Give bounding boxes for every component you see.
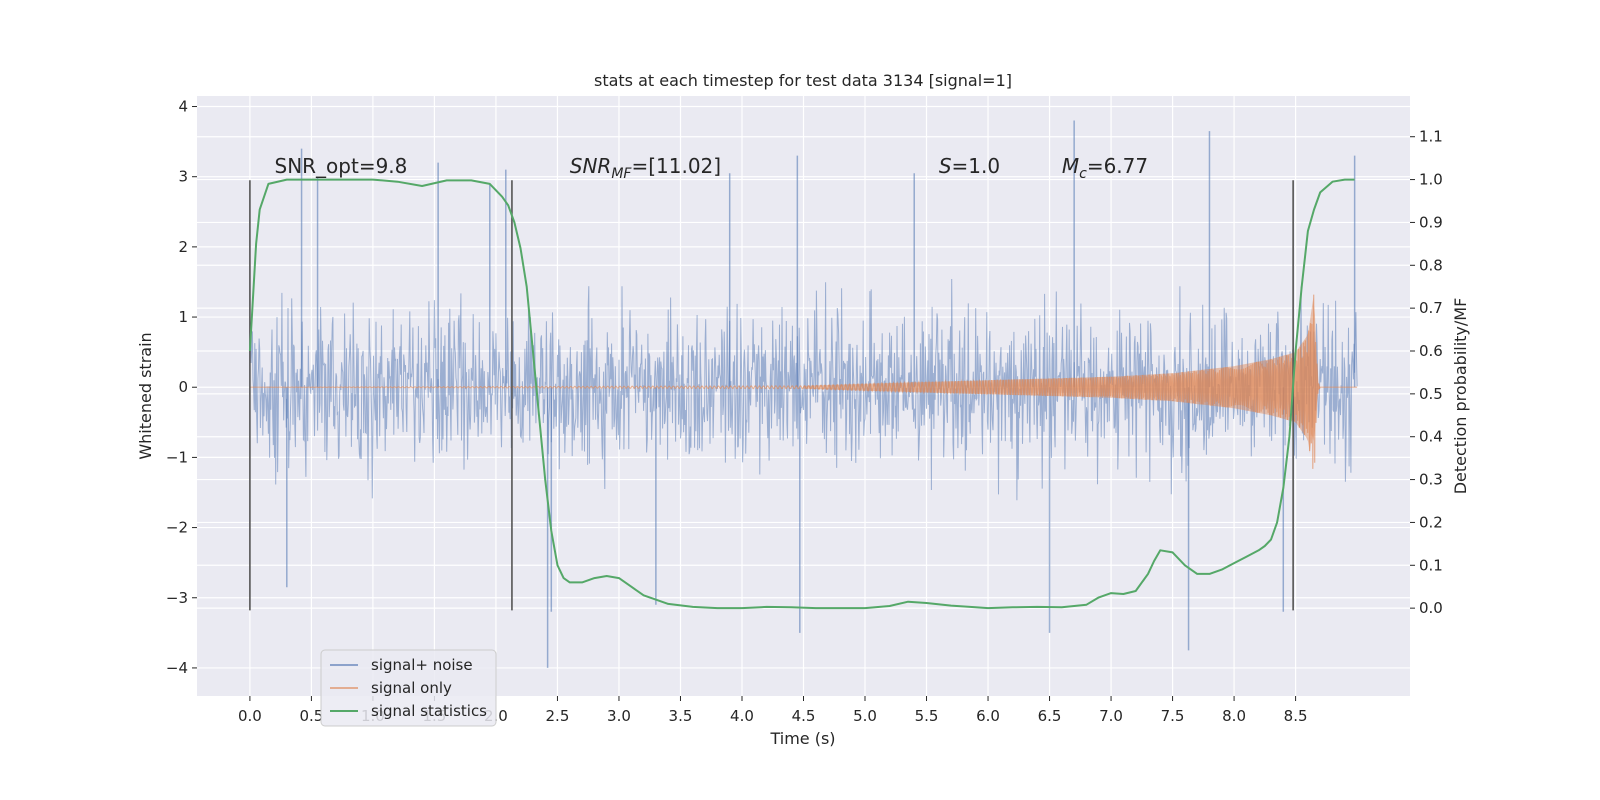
y2-axis-label: Detection probability/MF [1451, 298, 1470, 495]
legend-label-2: signal statistics [371, 702, 487, 720]
y2-tick-label-5: 0.6 [1419, 342, 1443, 360]
signal-only-line [249, 294, 1358, 469]
annotations: SNR_opt=9.8 SNRMF=[11.02] S=1.0 Mc=6.77 [275, 154, 1149, 182]
legend: signal+ noise signal only signal statistic… [320, 649, 497, 727]
x-tick-label-8: 4.0 [730, 707, 754, 725]
y2-tick-label-3: 0.8 [1419, 256, 1443, 274]
y2-tick-label-6: 0.5 [1419, 385, 1443, 403]
x-tick-label-0: 0.0 [238, 707, 262, 725]
y-tick-label-7: −3 [166, 589, 188, 607]
y-axis-ticks: 4 3 2 1 0 −1 −2 −3 −4 [166, 98, 197, 677]
y-tick-label-5: −1 [166, 448, 188, 466]
y2-tick-label-1: 1.0 [1419, 171, 1443, 189]
y2-axis-ticks: 1.1 1.0 0.9 0.8 0.7 0.6 0.5 0.4 0.3 0.2 0.1 0.0 [1410, 128, 1443, 617]
y2-tick-label-10: 0.1 [1419, 556, 1443, 574]
annotation-0: SNR_opt=9.8 [275, 154, 408, 178]
annotation-2: S=1.0 [939, 154, 1000, 178]
y-tick-label-3: 1 [178, 308, 188, 326]
y-tick-label-8: −4 [166, 659, 188, 677]
x-tick-label-16: 8.0 [1222, 707, 1246, 725]
x-tick-label-10: 5.0 [853, 707, 877, 725]
legend-box [320, 649, 497, 727]
y-tick-label-0: 4 [178, 98, 188, 116]
y2-tick-label-9: 0.2 [1419, 513, 1443, 531]
x-tick-label-7: 3.5 [669, 707, 693, 725]
y-tick-label-2: 2 [178, 238, 188, 256]
x-tick-label-12: 6.0 [976, 707, 1000, 725]
signal-only-envelope [803, 297, 1321, 454]
y2-tick-label-7: 0.4 [1419, 428, 1443, 446]
annotation-1: SNRMF=[11.02] [570, 154, 721, 182]
legend-label-1: signal only [371, 679, 452, 697]
y-tick-label-6: −2 [166, 519, 188, 537]
y2-tick-label-8: 0.3 [1419, 471, 1443, 489]
y2-tick-label-0: 1.1 [1419, 128, 1443, 146]
chart-title: stats at each timestep for test data 313… [594, 71, 1012, 90]
legend-label-0: signal+ noise [371, 656, 473, 674]
x-tick-label-1: 0.5 [299, 707, 323, 725]
x-tick-label-5: 2.5 [546, 707, 570, 725]
x-tick-label-11: 5.5 [915, 707, 939, 725]
y2-tick-label-2: 0.9 [1419, 213, 1443, 231]
noise-line [249, 278, 1358, 501]
x-tick-label-15: 7.5 [1161, 707, 1185, 725]
y-tick-label-1: 3 [178, 168, 188, 186]
y2-tick-label-4: 0.7 [1419, 299, 1443, 317]
x-tick-label-6: 3.0 [607, 707, 631, 725]
signal-statistics-line [248, 178, 1355, 610]
x-tick-label-9: 4.5 [792, 707, 816, 725]
y2-tick-label-11: 0.0 [1419, 599, 1443, 617]
y-axis-label: Whitened strain [136, 332, 155, 459]
series-signal-only [249, 294, 1358, 469]
x-tick-label-13: 6.5 [1038, 707, 1062, 725]
annotation-3: Mc=6.77 [1062, 154, 1148, 182]
x-tick-label-17: 8.5 [1284, 707, 1308, 725]
x-tick-label-14: 7.0 [1099, 707, 1123, 725]
y-tick-label-4: 0 [178, 378, 188, 396]
x-axis-label: Time (s) [769, 729, 835, 748]
series-signal-statistics [248, 178, 1355, 610]
series-signal-noise [249, 120, 1358, 668]
